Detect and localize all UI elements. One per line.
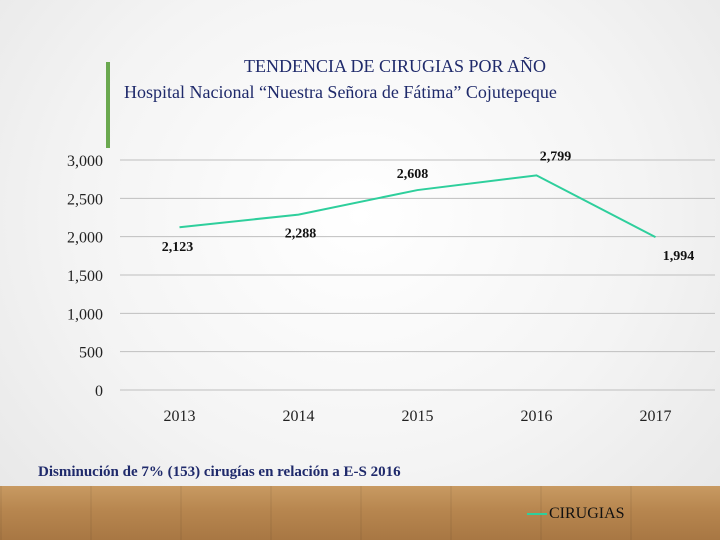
y-tick-label: 3,000: [67, 153, 103, 170]
data-label: 2,288: [285, 227, 317, 242]
title-accent-bar: [106, 62, 110, 148]
x-tick-label: 2013: [164, 408, 196, 425]
series-line-cirugias: [179, 174, 656, 239]
x-tick-label: 2017: [640, 408, 672, 425]
y-tick-label: 1,500: [67, 268, 103, 285]
data-label: 2,123: [162, 240, 194, 255]
y-tick-label: 2,500: [67, 191, 103, 208]
x-tick-label: 2016: [521, 408, 553, 425]
chart-subtitle: Hospital Nacional “Nuestra Señora de Fát…: [124, 82, 557, 102]
legend-label: CIRUGIAS: [549, 505, 625, 522]
data-label: 2,799: [540, 149, 572, 164]
data-label: 2,608: [397, 167, 429, 182]
data-label: 1,994: [663, 249, 695, 264]
y-tick-label: 2,000: [67, 230, 103, 247]
chart-title: TENDENCIA DE CIRUGIAS POR AÑO: [243, 56, 546, 76]
x-tick-label: 2015: [402, 408, 434, 425]
y-tick-label: 0: [95, 383, 103, 400]
summary-note: Disminución de 7% (153) cirugías en rela…: [38, 464, 401, 480]
y-tick-label: 500: [79, 345, 103, 362]
legend-swatch: [527, 513, 547, 515]
wood-floor-decoration: [0, 486, 720, 540]
chart-legend: CIRUGIAS: [527, 505, 625, 523]
y-tick-label: 1,000: [67, 306, 103, 323]
x-tick-label: 2014: [283, 408, 315, 425]
